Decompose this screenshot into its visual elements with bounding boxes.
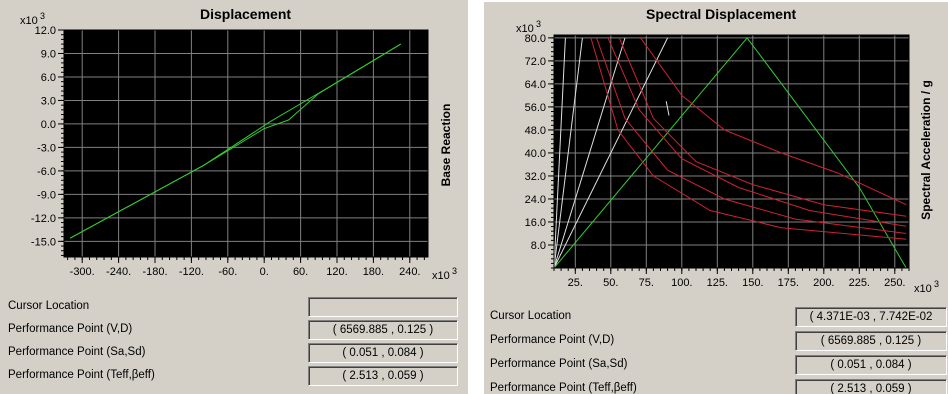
info-label: Performance Point (Teff,βeff) (8, 369, 155, 381)
series-line (607, 37, 907, 227)
y-tick-label: 0.0 (41, 119, 56, 131)
y-multiplier: x10 (516, 23, 534, 35)
x-multiplier-exp: 3 (452, 266, 457, 276)
info-row: Performance Point (V,D) ( 6569.885 , 0.12… (490, 331, 947, 351)
info-row: Performance Point (V,D) ( 6569.885 , 0.12… (8, 320, 458, 340)
x-tick-label: -300. (70, 266, 95, 278)
x-tick-label: 250. (884, 277, 905, 289)
y-tick-label: 40.0 (525, 148, 546, 160)
series-line (665, 101, 670, 116)
info-row: Performance Point (Sa,Sd) ( 0.051 , 0.084… (8, 343, 458, 363)
y-tick-label: 72.0 (525, 56, 546, 68)
y-tick-label: -6.0 (37, 166, 56, 178)
series-line (596, 37, 907, 234)
series-line (618, 37, 907, 217)
x-tick-label: 60. (293, 266, 308, 278)
y-tick-label: 48.0 (525, 125, 546, 137)
x-tick-label: 50. (603, 277, 618, 289)
info-row: Performance Point (Teff,βeff) ( 2.513 , 0… (8, 366, 458, 386)
plot-area (554, 35, 909, 268)
series-line (553, 37, 583, 269)
x-tick-label: 240. (399, 266, 420, 278)
y-tick-label: 9.0 (41, 48, 56, 60)
y-multiplier-exp: 3 (536, 19, 541, 29)
cursor-location-field: ( 4.371E-03 , 7.742E-02 (795, 307, 947, 327)
y-tick-label: 64.0 (525, 79, 546, 91)
y-tick-label: 32.0 (525, 171, 546, 183)
chart-title: Spectral Displacement (646, 6, 797, 22)
y-tick-label: 24.0 (525, 194, 546, 206)
displacement-panel: Displacement -300. -240. -180. -120. -60. 0. 6… (0, 0, 468, 394)
y-axis-title: Spectral Acceleration / g (919, 80, 933, 220)
chart-title: Displacement (200, 6, 292, 22)
y-multiplier-exp: 3 (40, 11, 45, 21)
series-line (553, 37, 907, 269)
y-axis-title: Base Reaction (439, 104, 453, 187)
y-tick-label: -12.0 (31, 213, 56, 225)
info-row: Performance Point (Sa,Sd) ( 0.051 , 0.084… (490, 355, 947, 375)
displacement-chart[interactable]: -300. -240. -180. -120. -60. 0. 60. 120. 180. 240… (0, 0, 468, 290)
info-row: Cursor Location ( 4.371E-03 , 7.742E-02 (490, 307, 947, 327)
spectral-panel: Spectral Displacement 25. 50. 75. 100. 125. 1… (484, 0, 948, 394)
x-tick-label: 200. (813, 277, 834, 289)
performance-point-field: ( 2.513 , 0.059 ) (795, 379, 947, 394)
y-tick-label: 56.0 (525, 102, 546, 114)
performance-point-field: ( 6569.885 , 0.125 ) (795, 331, 947, 351)
x-multiplier: x10 (914, 283, 932, 295)
x-tick-label: 175. (778, 277, 799, 289)
x-tick-label: 150. (742, 277, 763, 289)
x-tick-label: -120. (179, 266, 204, 278)
x-tick-label: -240. (106, 266, 131, 278)
series-line (69, 43, 401, 239)
x-tick-label: 225. (849, 277, 870, 289)
info-label: Performance Point (V,D) (8, 323, 133, 335)
y-tick-label: 12.0 (35, 25, 56, 37)
x-tick-label: -60. (218, 266, 237, 278)
spectral-displacement-chart[interactable]: 25. 50. 75. 100. 125. 150. 175. 200. 225. 250. 80.… (484, 2, 948, 302)
plot-area (64, 30, 428, 257)
y-tick-label: -15.0 (31, 236, 56, 248)
info-row: Cursor Location (8, 297, 458, 317)
x-tick-label: 25. (568, 277, 583, 289)
x-tick-label: 180. (363, 266, 384, 278)
performance-point-field: ( 0.051 , 0.084 ) (795, 355, 947, 375)
info-label: Performance Point (Sa,Sd) (490, 358, 628, 370)
y-tick-label: 16.0 (525, 217, 546, 229)
performance-point-field: ( 0.051 , 0.084 ) (308, 343, 458, 363)
info-label: Cursor Location (8, 300, 90, 312)
y-tick-label: 3.0 (41, 95, 56, 107)
info-label: Cursor Location (490, 310, 572, 322)
y-tick-label: -9.0 (37, 189, 56, 201)
y-tick-label: 80.0 (525, 33, 546, 45)
info-label: Performance Point (Teff,βeff) (490, 382, 637, 394)
series-line (640, 37, 907, 206)
x-multiplier: x10 (432, 270, 450, 282)
series-line (553, 37, 669, 269)
cursor-location-field (308, 297, 458, 317)
y-multiplier: x10 (20, 15, 38, 27)
series-line (553, 37, 626, 269)
x-tick-label: -180. (142, 266, 167, 278)
series-line (553, 37, 566, 269)
x-tick-label: 100. (671, 277, 692, 289)
info-label: Performance Point (V,D) (490, 334, 615, 346)
y-tick-label: -3.0 (37, 142, 56, 154)
y-tick-label: 8.0 (531, 240, 546, 252)
plot-border (63, 29, 429, 258)
performance-point-field: ( 6569.885 , 0.125 ) (308, 320, 458, 340)
plot-border (553, 34, 910, 269)
x-tick-label: 75. (639, 277, 654, 289)
y-tick-label: 6.0 (41, 72, 56, 84)
series-line (590, 37, 907, 240)
x-tick-label: 0. (260, 266, 269, 278)
x-multiplier-exp: 3 (934, 279, 939, 289)
performance-point-field: ( 2.513 , 0.059 ) (308, 366, 458, 386)
x-tick-label: 125. (707, 277, 728, 289)
x-tick-label: 120. (326, 266, 347, 278)
info-label: Performance Point (Sa,Sd) (8, 346, 146, 358)
info-row: Performance Point (Teff,βeff) ( 2.513 , 0… (490, 379, 947, 394)
